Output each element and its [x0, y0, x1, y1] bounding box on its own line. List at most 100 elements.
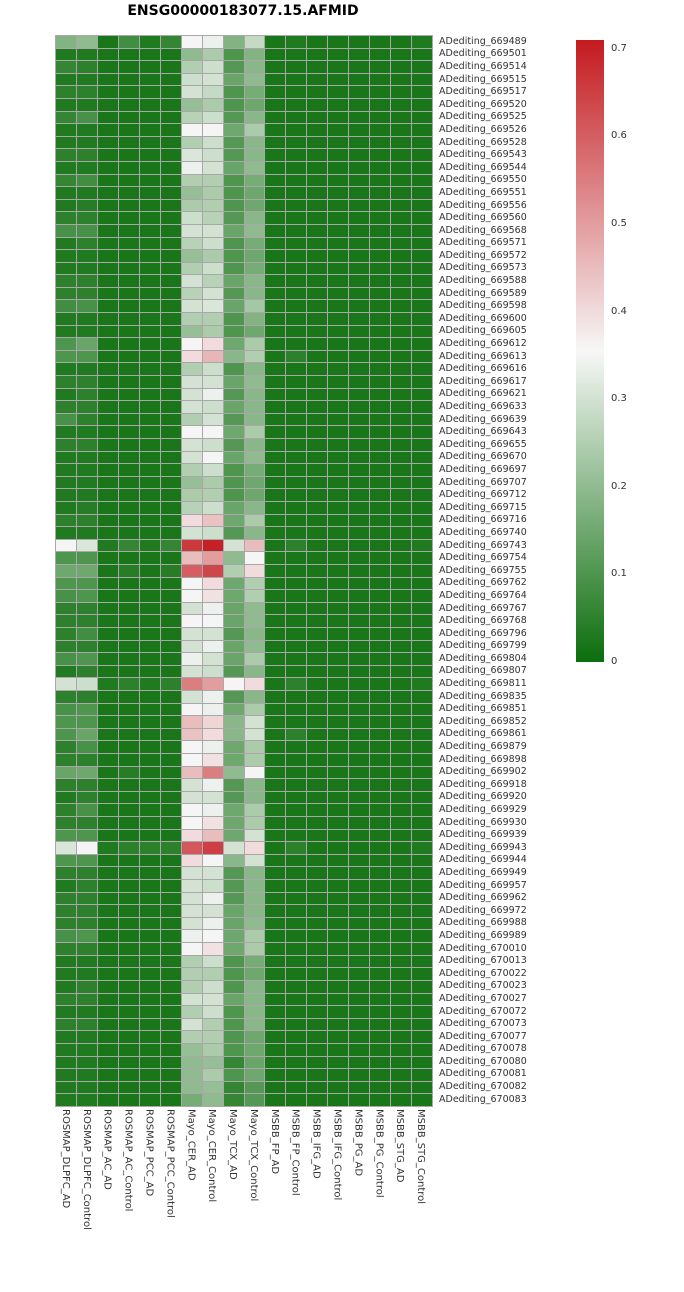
heatmap-cell	[181, 1094, 202, 1106]
heatmap-cell	[97, 325, 118, 338]
heatmap-cell	[244, 451, 265, 464]
heatmap-cell	[328, 376, 349, 388]
heatmap-cell	[286, 842, 307, 854]
heatmap-cell	[97, 212, 118, 224]
heatmap-cell	[160, 1031, 181, 1043]
heatmap-cell	[181, 501, 202, 514]
heatmap-cell	[202, 917, 223, 930]
heatmap-cell	[412, 174, 432, 187]
heatmap-cell	[244, 1081, 265, 1094]
heatmap-cell	[181, 124, 202, 136]
heatmap-cell	[349, 237, 370, 250]
heatmap-cell	[160, 1069, 181, 1081]
heatmap-cell	[265, 741, 286, 753]
heatmap-cell	[265, 880, 286, 892]
heatmap-cell	[181, 753, 202, 766]
heatmap-cell	[118, 615, 139, 627]
heatmap-cell	[244, 968, 265, 980]
heatmap-cell	[391, 262, 412, 275]
heatmap-cell	[349, 313, 370, 325]
heatmap-cell	[118, 187, 139, 199]
col-label: MSBB_STG_Control	[410, 1109, 431, 1287]
row-label: ADediting_669621	[439, 388, 527, 400]
heatmap-cell	[244, 376, 265, 388]
heatmap-cell	[139, 791, 160, 804]
heatmap-cell	[370, 816, 391, 829]
heatmap-cell	[244, 766, 265, 779]
heatmap-cell	[328, 36, 349, 48]
heatmap-cell	[56, 653, 76, 665]
heatmap-cell	[244, 476, 265, 489]
heatmap-cell	[286, 501, 307, 514]
heatmap-cell	[349, 854, 370, 867]
colorbar-tick-label: 0.5	[611, 217, 627, 229]
heatmap-cell	[76, 439, 97, 451]
heatmap-cell	[139, 350, 160, 363]
heatmap-cell	[328, 539, 349, 552]
heatmap-cell	[391, 980, 412, 993]
heatmap-cell	[265, 1006, 286, 1018]
heatmap-cell	[56, 1031, 76, 1043]
heatmap-cell	[97, 275, 118, 287]
heatmap-cell	[286, 149, 307, 161]
heatmap-cell	[286, 766, 307, 779]
heatmap-cell	[391, 48, 412, 61]
heatmap-cell	[349, 174, 370, 187]
heatmap-cell	[139, 187, 160, 199]
heatmap-cell	[76, 1081, 97, 1094]
heatmap-cell	[118, 816, 139, 829]
heatmap-cell	[56, 527, 76, 539]
colorbar-tick-label: 0.7	[611, 42, 627, 54]
heatmap-cell	[307, 1043, 328, 1056]
heatmap-cell	[181, 313, 202, 325]
heatmap-cell	[307, 1081, 328, 1094]
heatmap-cell	[97, 741, 118, 753]
heatmap-cell	[349, 262, 370, 275]
row-label: ADediting_669767	[439, 602, 527, 614]
heatmap-cell	[56, 615, 76, 627]
heatmap-cell	[328, 73, 349, 86]
heatmap-cell	[202, 489, 223, 501]
colorbar-tick-label: 0	[611, 656, 618, 667]
heatmap-cell	[391, 476, 412, 489]
heatmap-cell	[265, 892, 286, 905]
heatmap-cell	[349, 955, 370, 968]
heatmap-cell	[391, 1043, 412, 1056]
heatmap-cell	[56, 262, 76, 275]
row-label: ADediting_669600	[439, 312, 527, 324]
heatmap-cell	[412, 36, 432, 48]
heatmap-cell	[244, 590, 265, 602]
heatmap-cell	[307, 703, 328, 716]
col-label: Mayo_CER_AD	[180, 1109, 201, 1287]
heatmap-cell	[118, 250, 139, 262]
heatmap-cell	[76, 678, 97, 690]
heatmap-cell	[118, 728, 139, 741]
row-label: ADediting_669796	[439, 627, 527, 639]
heatmap-cell	[286, 224, 307, 237]
heatmap-cell	[139, 174, 160, 187]
heatmap-cell	[76, 816, 97, 829]
heatmap-cell	[286, 880, 307, 892]
heatmap-cell	[307, 716, 328, 728]
heatmap-cell	[181, 199, 202, 212]
heatmap-cell	[223, 703, 244, 716]
heatmap-cell	[56, 552, 76, 564]
heatmap-cell	[412, 816, 432, 829]
heatmap-cell	[118, 161, 139, 174]
heatmap-cell	[76, 287, 97, 300]
heatmap-cell	[265, 149, 286, 161]
heatmap-cell	[97, 564, 118, 577]
heatmap-cell	[265, 287, 286, 300]
heatmap-cell	[223, 426, 244, 438]
heatmap-cell	[370, 1094, 391, 1106]
heatmap-cell	[118, 111, 139, 124]
heatmap-cell	[118, 527, 139, 539]
heatmap-cell	[160, 552, 181, 564]
heatmap-cell	[328, 439, 349, 451]
row-label: ADediting_669589	[439, 287, 527, 299]
heatmap-cell	[160, 867, 181, 880]
heatmap-cell	[412, 905, 432, 917]
heatmap-cell	[244, 401, 265, 413]
heatmap-cell	[139, 98, 160, 111]
heatmap-cell	[244, 627, 265, 640]
